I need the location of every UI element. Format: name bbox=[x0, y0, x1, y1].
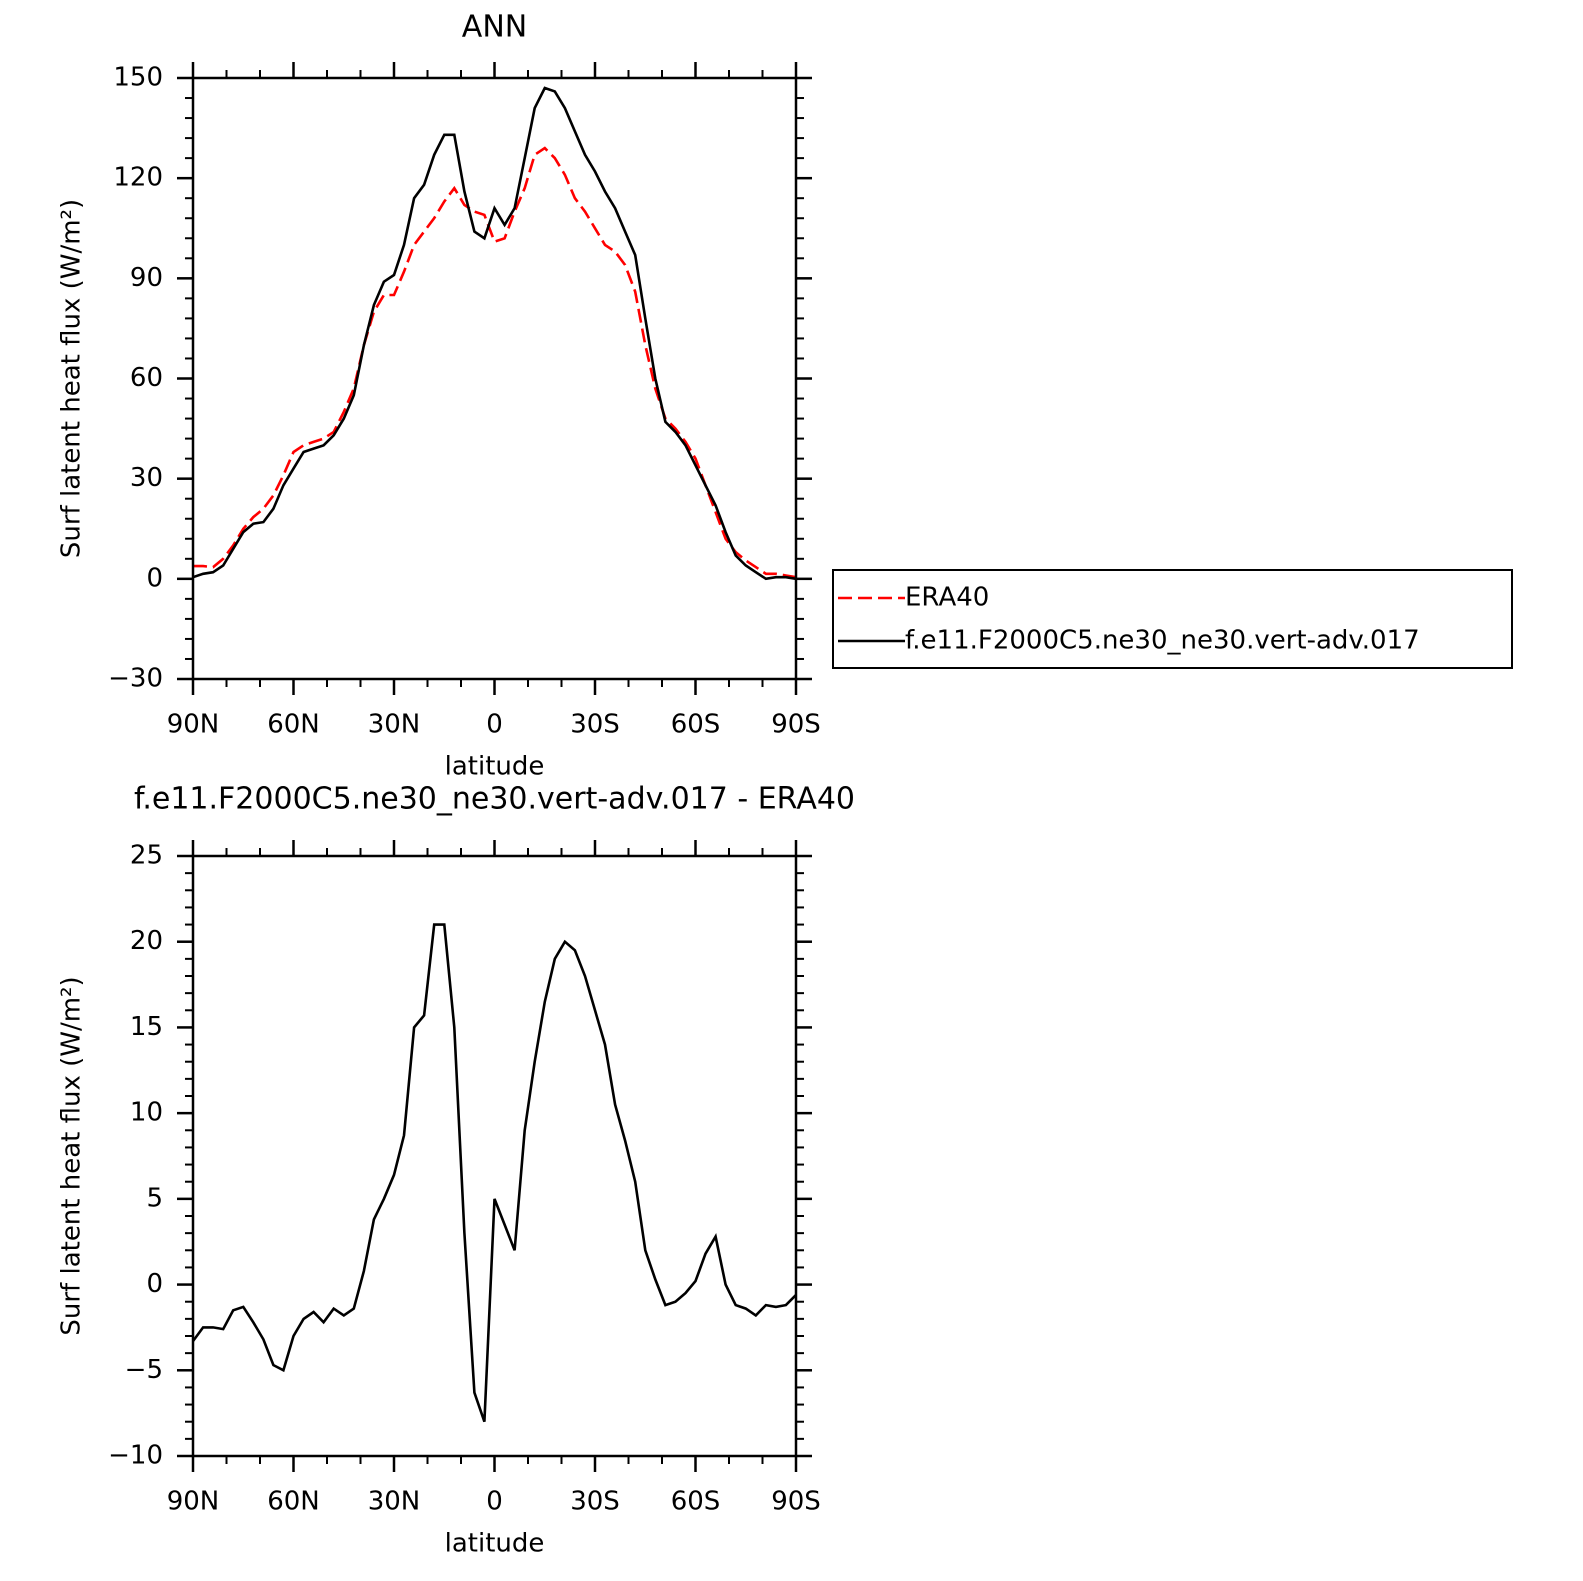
chart-title: f.e11.F2000C5.ne30_ne30.vert-adv.017 - E… bbox=[134, 782, 855, 817]
y-tick-label: 20 bbox=[130, 926, 163, 956]
y-axis-label: Surf latent heat flux (W/m²) bbox=[57, 199, 87, 558]
y-tick-label: 120 bbox=[113, 163, 163, 193]
y-tick-label: 25 bbox=[130, 841, 163, 871]
x-tick-label: 90N bbox=[167, 1487, 220, 1517]
x-tick-label: 0 bbox=[486, 710, 503, 740]
x-tick-label: 60S bbox=[671, 1487, 721, 1517]
x-tick-label: 30S bbox=[570, 1487, 620, 1517]
chart-title: ANN bbox=[462, 10, 527, 45]
x-tick-label: 30N bbox=[368, 1487, 421, 1517]
y-tick-label: 0 bbox=[146, 1269, 163, 1299]
x-tick-label: 30N bbox=[368, 710, 421, 740]
y-tick-label: 150 bbox=[113, 63, 163, 93]
y-tick-label: 5 bbox=[146, 1183, 163, 1213]
y-tick-label: 0 bbox=[146, 563, 163, 593]
x-tick-label: 60N bbox=[267, 710, 320, 740]
data-line bbox=[193, 146, 797, 579]
y-tick-label: 10 bbox=[130, 1098, 163, 1128]
y-tick-label: 60 bbox=[130, 363, 163, 393]
x-tick-label: 0 bbox=[486, 1487, 503, 1517]
plot-frame bbox=[191, 76, 798, 681]
legend-box bbox=[832, 569, 1513, 669]
y-tick-label: 30 bbox=[130, 463, 163, 493]
legend-label: f.e11.F2000C5.ne30_ne30.vert-adv.017 bbox=[905, 626, 1420, 656]
x-tick-label: 60S bbox=[671, 710, 721, 740]
x-tick-label: 90S bbox=[771, 1487, 821, 1517]
x-axis-label: latitude bbox=[445, 752, 545, 782]
x-tick-label: 90S bbox=[771, 710, 821, 740]
y-tick-label: −5 bbox=[125, 1355, 163, 1385]
y-tick-label: 90 bbox=[130, 263, 163, 293]
y-axis-label: Surf latent heat flux (W/m²) bbox=[57, 976, 87, 1335]
data-line bbox=[192, 86, 797, 581]
legend-label: ERA40 bbox=[905, 583, 989, 613]
x-axis-label: latitude bbox=[445, 1529, 545, 1559]
y-tick-label: −30 bbox=[108, 664, 163, 694]
x-tick-label: 90N bbox=[167, 710, 220, 740]
data-line bbox=[191, 923, 797, 1423]
x-tick-label: 30S bbox=[570, 710, 620, 740]
x-tick-label: 60N bbox=[267, 1487, 320, 1517]
y-tick-label: −10 bbox=[108, 1441, 163, 1471]
plot-frame bbox=[191, 854, 798, 1458]
y-tick-label: 15 bbox=[130, 1012, 163, 1042]
